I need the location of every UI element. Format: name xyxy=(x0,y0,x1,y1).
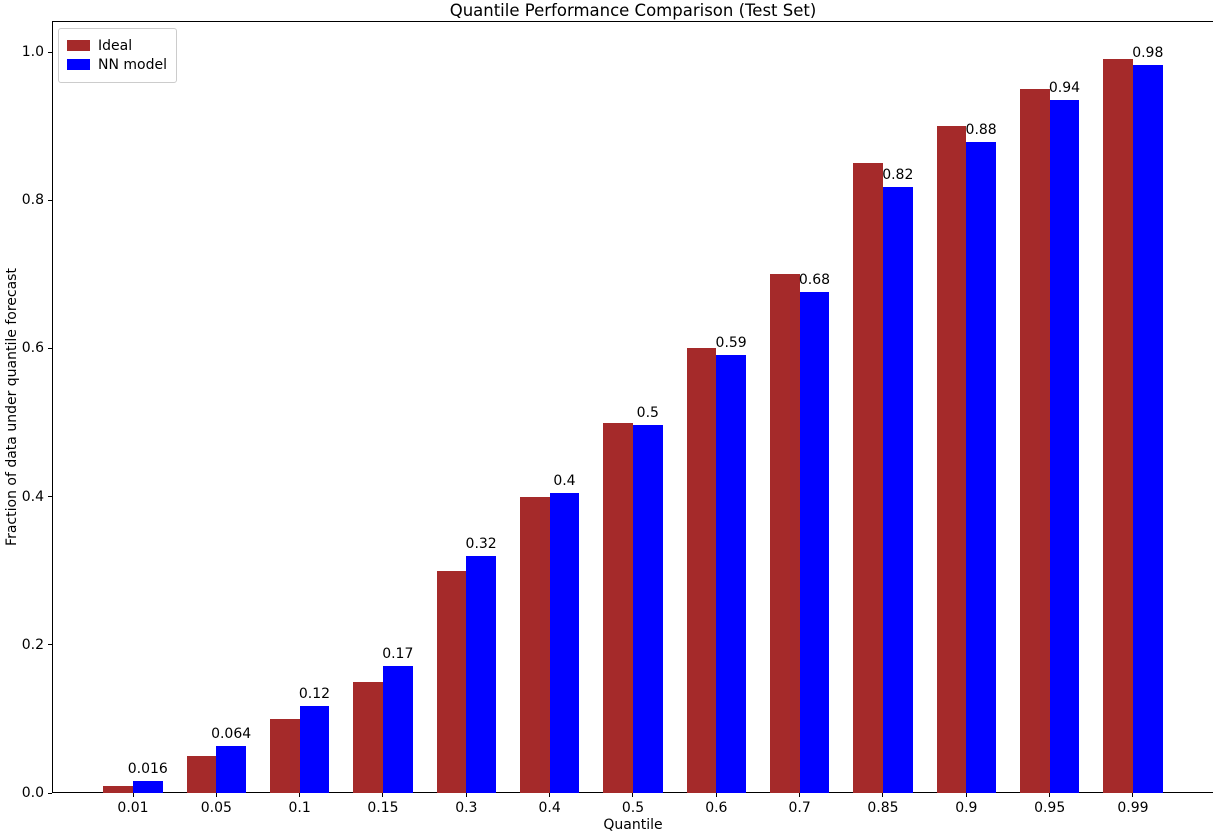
y-tick-label: 0.6 xyxy=(21,340,44,357)
x-tick-mark xyxy=(715,793,717,797)
bar-value-label: 0.064 xyxy=(211,725,252,742)
x-tick-label: 0.7 xyxy=(788,800,811,816)
x-tick-label: 0.3 xyxy=(455,800,478,816)
x-tick-label: 0.4 xyxy=(538,800,561,816)
y-tick-label: 0.4 xyxy=(21,488,44,505)
x-tick-label: 0.05 xyxy=(200,800,232,816)
chart-title: Quantile Performance Comparison (Test Se… xyxy=(449,1,817,20)
x-tick-label: 0.99 xyxy=(1117,800,1149,816)
bar-value-label: 0.016 xyxy=(127,761,168,778)
bar-nn-model xyxy=(882,186,913,793)
y-tick-mark xyxy=(48,347,52,349)
x-tick-mark xyxy=(549,793,551,797)
bar-nn-model xyxy=(966,141,996,793)
x-tick-mark xyxy=(1132,793,1134,797)
y-tick-mark xyxy=(48,644,52,646)
bar-ideal xyxy=(1020,89,1050,793)
x-tick-mark xyxy=(799,793,801,797)
bar-ideal xyxy=(603,422,633,793)
legend-label-ideal: Ideal xyxy=(98,37,133,54)
y-tick-mark xyxy=(48,792,52,794)
bar-nn-model xyxy=(466,555,496,793)
legend-item-nn-model: NN model xyxy=(67,56,167,73)
x-tick-label: 0.95 xyxy=(1034,800,1066,816)
bar-nn-model xyxy=(632,424,663,793)
bar-ideal xyxy=(770,274,800,793)
x-tick-mark xyxy=(299,793,301,797)
x-tick-mark xyxy=(382,793,384,797)
bar-value-label: 0.12 xyxy=(298,685,331,702)
bar-ideal xyxy=(270,718,300,793)
x-tick-label: 0.9 xyxy=(955,800,978,816)
bar-nn-model xyxy=(216,745,246,793)
bar-nn-model xyxy=(1132,65,1163,793)
legend-label-nn-model: NN model xyxy=(98,56,167,73)
x-tick-mark xyxy=(965,793,967,797)
bar-value-label: 0.82 xyxy=(882,166,914,183)
x-tick-mark xyxy=(132,793,134,797)
bar-nn-model xyxy=(299,705,330,793)
x-tick-label: 0.6 xyxy=(705,800,728,816)
x-tick-mark xyxy=(632,793,634,797)
bar-value-label: 0.98 xyxy=(1132,45,1164,62)
y-tick-label: 0.0 xyxy=(21,785,44,801)
x-tick-mark xyxy=(882,793,884,797)
y-tick-mark xyxy=(48,496,52,498)
bar-ideal xyxy=(353,681,383,793)
bar-nn-model xyxy=(1049,100,1080,793)
legend-swatch-ideal xyxy=(67,40,90,51)
y-tick-mark xyxy=(48,199,52,201)
legend: Ideal NN model xyxy=(58,28,177,83)
y-tick-mark xyxy=(48,51,52,53)
bar-value-label: 0.94 xyxy=(1048,80,1081,97)
x-tick-mark xyxy=(1049,793,1051,797)
bar-ideal xyxy=(186,755,217,793)
y-tick-label: 0.8 xyxy=(21,192,44,209)
bar-nn-model xyxy=(799,292,830,793)
bar-ideal xyxy=(103,785,133,793)
y-tick-label: 1.0 xyxy=(21,44,44,60)
bar-nn-model xyxy=(549,492,580,793)
bar-ideal xyxy=(520,496,550,793)
bar-value-label: 0.4 xyxy=(553,472,576,489)
x-tick-mark xyxy=(215,793,217,797)
bar-ideal xyxy=(936,126,967,793)
legend-swatch-nn-model xyxy=(67,59,90,70)
x-tick-mark xyxy=(465,793,467,797)
bar-value-label: 0.32 xyxy=(465,535,497,552)
bar-ideal xyxy=(1103,59,1133,793)
bar-nn-model xyxy=(382,666,413,793)
x-tick-label: 0.15 xyxy=(367,800,399,816)
x-tick-label: 0.5 xyxy=(621,800,645,816)
bar-value-label: 0.5 xyxy=(636,404,659,421)
x-tick-label: 0.01 xyxy=(117,800,149,816)
x-tick-label: 0.85 xyxy=(867,800,899,816)
x-tick-label: 0.1 xyxy=(288,800,311,816)
bar-value-label: 0.68 xyxy=(798,272,831,289)
bar-ideal xyxy=(686,348,717,793)
bar-nn-model xyxy=(716,355,746,793)
bar-value-label: 0.17 xyxy=(382,646,414,663)
y-tick-label: 0.2 xyxy=(21,636,44,653)
bar-nn-model xyxy=(133,781,163,793)
x-axis-label: Quantile xyxy=(603,817,663,833)
bar-ideal xyxy=(436,570,467,793)
bar-value-label: 0.88 xyxy=(965,121,997,138)
bar-value-label: 0.59 xyxy=(715,335,747,352)
bar-ideal xyxy=(853,163,883,793)
legend-item-ideal: Ideal xyxy=(67,37,167,54)
